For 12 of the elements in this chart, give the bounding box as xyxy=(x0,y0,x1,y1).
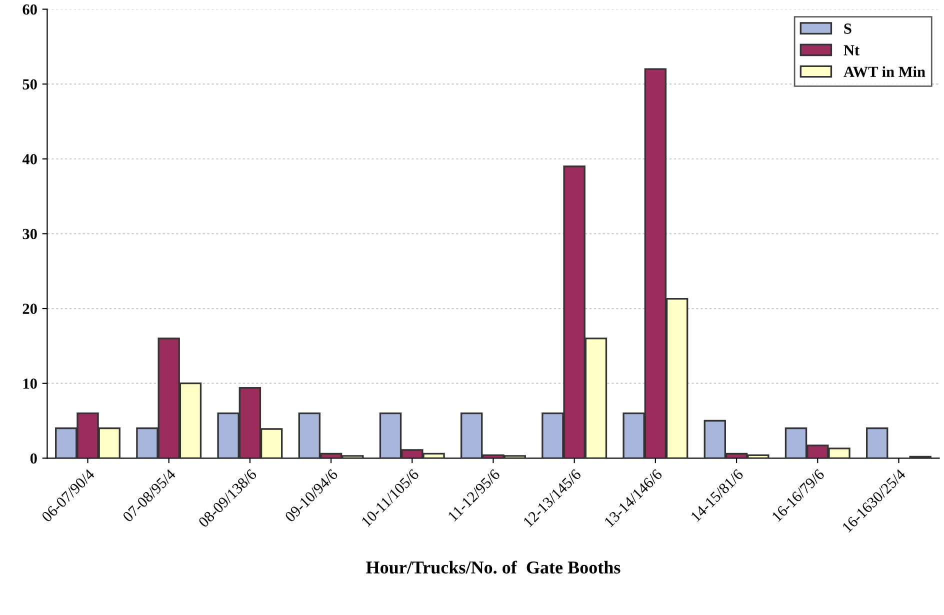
y-tick-label: 60 xyxy=(22,4,37,15)
legend-label: Nt xyxy=(844,45,860,56)
y-tick-label: 20 xyxy=(22,304,37,314)
y-tick-label: 10 xyxy=(23,378,37,389)
y-tick-label: 50 xyxy=(22,79,37,90)
legend-label: AWT in Min xyxy=(844,66,926,78)
legend-label: S xyxy=(844,24,852,34)
y-tick-label: 30 xyxy=(22,228,37,240)
y-tick-label: 40 xyxy=(22,154,37,164)
bar xyxy=(866,427,888,458)
y-tick-label: 0 xyxy=(30,453,37,464)
x-axis-title: Hour/Trucks/No. of Gate Booths xyxy=(366,560,620,574)
